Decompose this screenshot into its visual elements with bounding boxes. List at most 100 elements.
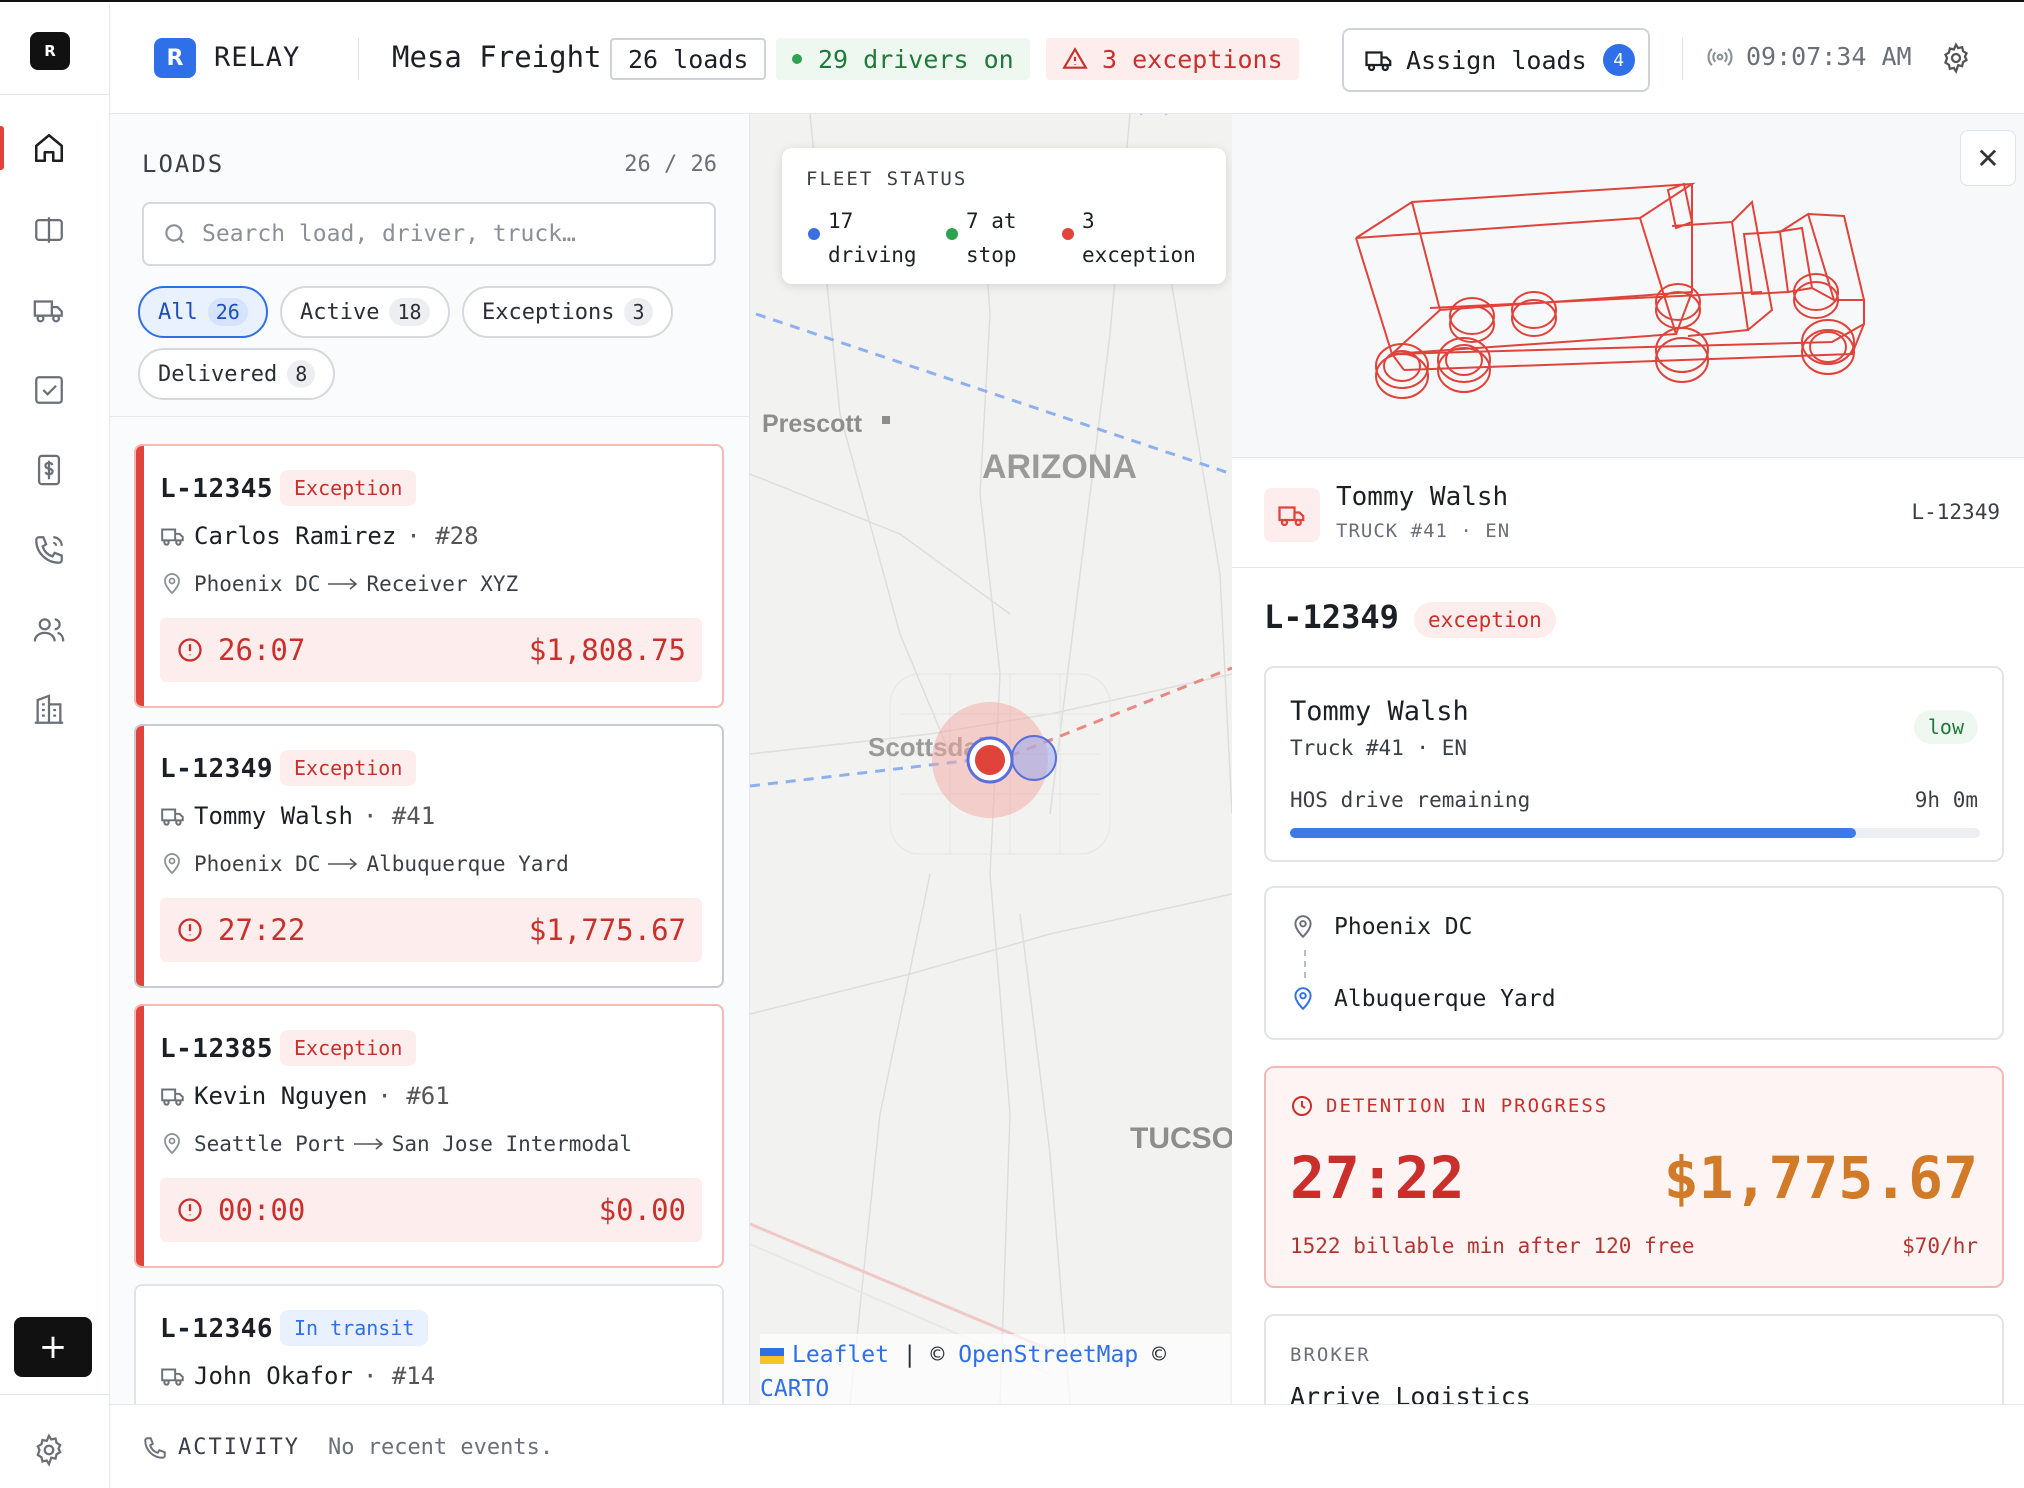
status-dot-icon [792, 54, 802, 64]
timer-value: 26:07 [218, 633, 306, 667]
search-box[interactable]: Search load, driver, truck… [142, 202, 716, 266]
truck-icon [161, 1088, 184, 1106]
detail-load-id: L-12349 [1911, 500, 2000, 524]
route-line: Phoenix DC Albuquerque Yard [160, 852, 569, 876]
detention-card: DETENTION IN PROGRESS 27:22 $1,775.67 15… [1264, 1066, 2004, 1288]
destination-name: Albuquerque Yard [1334, 986, 1556, 1012]
route-connector [1304, 950, 1306, 978]
load-id: L-12346 [160, 1314, 274, 1344]
driver-line: John Okafor · #14 [160, 1362, 435, 1390]
sidebar: R + [0, 4, 110, 1488]
checklist-icon[interactable] [27, 368, 71, 412]
load-card[interactable]: L-12346 In transit John Okafor · #14 [134, 1284, 724, 1404]
loads-panel: LOADS 26 / 26 Search load, driver, truck… [110, 114, 750, 1404]
fleet-status-card: FLEET STATUS 17 driving 7 at stop 3 excepti… [782, 148, 1226, 284]
brand-logo[interactable]: R [154, 38, 196, 78]
invoice-icon[interactable] [27, 448, 71, 492]
detention-timer: 27:22 [1290, 1144, 1465, 1212]
pin-icon [164, 573, 180, 595]
add-button[interactable]: + [14, 1317, 92, 1377]
route-destination: Albuquerque Yard [1290, 986, 1556, 1012]
loads-count-pill: 26 loads [610, 38, 767, 80]
route-origin: Phoenix DC [194, 852, 321, 876]
filter-label: Exceptions [482, 299, 615, 325]
route-origin: Phoenix DC [194, 572, 321, 596]
search-input[interactable]: Search load, driver, truck… [202, 221, 576, 247]
exception-stripe [136, 1006, 144, 1266]
attribution-separator: | © [902, 1342, 945, 1368]
broker-name: Arrive Logistics [1290, 1382, 1531, 1404]
detention-note: 1522 billable min after 120 free [1290, 1234, 1695, 1258]
filter-chip-delivered[interactable]: Delivered 8 [138, 348, 336, 400]
users-icon[interactable] [27, 608, 71, 652]
settings-gear-icon[interactable] [1940, 42, 1972, 78]
driver-name: Tommy Walsh [1290, 696, 1469, 727]
timer-value: 00:00 [218, 1193, 306, 1227]
close-button[interactable]: ✕ [1960, 130, 2016, 186]
stop-dot-icon [946, 228, 958, 240]
truck-icon[interactable] [27, 288, 71, 332]
load-card[interactable]: L-12385 Exception Kevin Nguyen · #61 Seat… [134, 1004, 724, 1268]
ukraine-flag-icon [760, 1347, 784, 1364]
truck-number: · #41 [362, 802, 436, 830]
detention-timer: 00:00 $0.00 [160, 1178, 702, 1242]
alert-circle-icon [178, 918, 202, 942]
route-destination: Receiver XYZ [366, 572, 519, 596]
carto-link[interactable]: CARTO [760, 1376, 830, 1402]
map-tiles[interactable]: Prescott ARIZONA Scottsdale TUCSO [750, 114, 1232, 1404]
alert-circle-icon [178, 638, 202, 662]
detention-label: DETENTION IN PROGRESS [1326, 1095, 1609, 1117]
exception-dot-icon [1062, 228, 1074, 240]
map-attribution: Leaflet | © OpenStreetMap © CARTO [760, 1334, 1230, 1404]
driver-line: Carlos Ramirez · #28 [160, 522, 479, 550]
fleet-exception-count: 3 [1082, 209, 1095, 233]
board-icon[interactable] [27, 208, 71, 252]
truck-number: · #61 [377, 1082, 450, 1110]
filter-label: All [158, 299, 198, 325]
filter-chip-active[interactable]: Active 18 [280, 286, 450, 338]
assign-loads-button[interactable]: Assign loads 4 [1342, 28, 1650, 92]
truck-3d-view[interactable]: ✕ [1232, 114, 2024, 458]
exceptions-pill[interactable]: 3 exceptions [1046, 38, 1299, 80]
building-icon[interactable] [27, 688, 71, 732]
arrow-right-icon [353, 1138, 383, 1150]
detail-truck-sub: TRUCK #41 · EN [1336, 520, 1511, 542]
driver-line: Kevin Nguyen · #61 [160, 1082, 450, 1110]
filter-chip-all[interactable]: All 26 [138, 286, 268, 338]
load-card-selected[interactable]: L-12349 Exception Tommy Walsh · #41 Phoen… [134, 724, 724, 988]
broker-label: BROKER [1290, 1344, 1371, 1366]
truck-icon [1365, 51, 1392, 72]
pin-icon [1294, 987, 1312, 1011]
workspace-logo[interactable]: R [30, 32, 70, 70]
truck-number: · #14 [362, 1362, 436, 1390]
home-icon[interactable] [27, 126, 71, 170]
broker-card: BROKER Arrive Logistics [1264, 1314, 2004, 1404]
drivers-on-text: 29 drivers on [818, 44, 1014, 74]
search-icon [165, 224, 185, 244]
risk-badge: low [1913, 710, 1978, 744]
loads-title: LOADS [142, 150, 225, 178]
driver-name: Tommy Walsh [194, 802, 353, 830]
arrow-right-icon [328, 858, 358, 870]
leaflet-link[interactable]: Leaflet [792, 1342, 889, 1368]
pin-icon [164, 853, 180, 875]
detention-timer: 26:07 $1,808.75 [160, 618, 702, 682]
warning-icon [1062, 47, 1088, 69]
status-badge: exception [1414, 602, 1556, 638]
driver-line: Tommy Walsh · #41 [160, 802, 435, 830]
exception-stripe [136, 726, 144, 986]
openstreetmap-link[interactable]: OpenStreetMap [958, 1342, 1139, 1368]
gear-icon[interactable] [27, 1428, 71, 1472]
sidebar-active-indicator [0, 126, 4, 170]
filter-count: 18 [389, 298, 430, 326]
status-badge: In transit [280, 1310, 429, 1346]
load-id: L-12385 [160, 1034, 274, 1064]
charge-amount: $1,775.67 [528, 913, 686, 947]
filter-chip-exceptions[interactable]: Exceptions 3 [462, 286, 673, 338]
load-card[interactable]: L-12345 Exception Carlos Ramirez · #28 Ph… [134, 444, 724, 708]
fleet-map[interactable]: Prescott ARIZONA Scottsdale TUCSO FLEET … [750, 114, 1232, 1404]
driver-hos-card: Tommy Walsh Truck #41 · EN low HOS drive… [1264, 666, 2004, 862]
truck-icon [1264, 488, 1320, 542]
phone-icon[interactable] [27, 528, 71, 572]
company-name: Mesa Freight [392, 40, 602, 74]
